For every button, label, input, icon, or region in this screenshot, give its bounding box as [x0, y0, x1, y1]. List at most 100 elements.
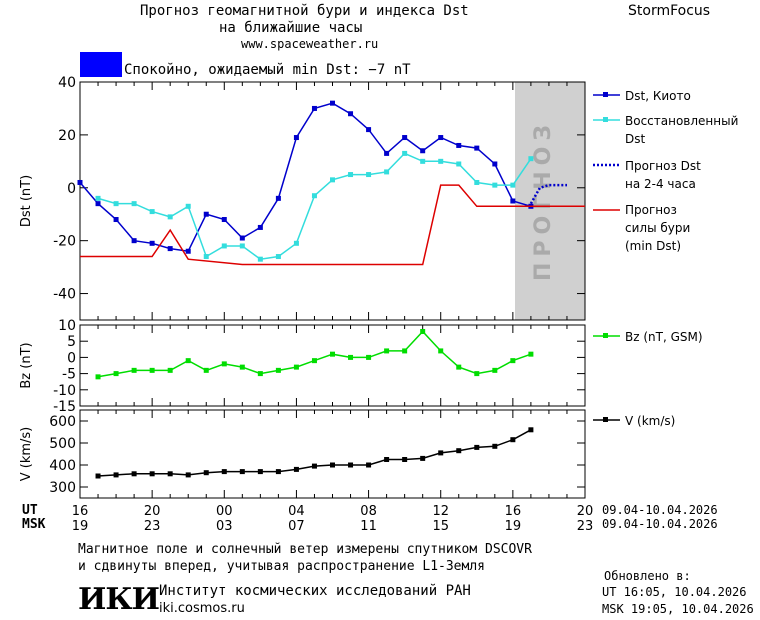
v-series-0-point — [510, 437, 516, 443]
bz-series-0-point — [492, 367, 498, 373]
dst-series-0-point — [474, 145, 480, 151]
msk-tick-label: 19 — [72, 519, 89, 534]
dst-series-0-point — [366, 127, 372, 133]
institute-site-link[interactable]: iki.cosmos.ru — [159, 601, 245, 616]
ut-tick-label: 12 — [432, 504, 449, 519]
msk-tick-label: 03 — [216, 519, 233, 534]
legend-storm-line2: силы бури — [625, 221, 690, 235]
bz-panel-frame — [79, 324, 586, 407]
v-series-0-point — [167, 471, 173, 477]
ut-tick-label: 20 — [144, 504, 161, 519]
dst-series-0-point — [420, 148, 426, 154]
dst-series-1-point — [239, 243, 245, 249]
dst-series-0-point — [293, 135, 299, 141]
v-series-0-point — [203, 470, 209, 476]
dst-series-2-line — [529, 183, 567, 205]
legend-restored-line2: Dst — [625, 132, 645, 146]
updated-ut: UT 16:05, 10.04.2026 — [602, 585, 747, 599]
msk-tick-label: 23 — [144, 519, 161, 534]
bz-series-0-point — [528, 351, 534, 357]
status-text: Спокойно, ожидаемый min Dst: −7 nT — [124, 62, 411, 78]
ut-tick-label: 16 — [72, 504, 89, 519]
v-series-0-point — [311, 463, 317, 469]
ut-tick-label: 04 — [288, 504, 305, 519]
dst-series-1-point — [492, 182, 498, 188]
msk-tick-label: 19 — [505, 519, 522, 534]
dst-series-0-point — [131, 238, 137, 244]
dst-series-0-point — [95, 201, 101, 207]
dst-series-1-point — [474, 179, 480, 185]
dst-series-1-point — [348, 172, 354, 178]
v-series-0-point — [330, 462, 335, 468]
bz-series-0-point — [239, 364, 245, 370]
dst-series-0-point — [113, 217, 119, 223]
dst-y-tick-label: -20 — [53, 234, 76, 250]
ut-tick-label: 16 — [505, 504, 522, 519]
bz-series-0-point — [275, 367, 281, 373]
bz-series-0-point — [257, 371, 263, 377]
bz-series-0-point — [185, 358, 191, 364]
msk-axis-label: MSK — [22, 517, 46, 532]
bz-y-tick-label: -10 — [53, 383, 76, 399]
dst-series-0-point — [384, 150, 390, 156]
site-link[interactable]: www.spaceweather.ru — [241, 37, 379, 51]
msk-date-range: 09.04-10.04.2026 — [602, 517, 718, 531]
bz-series-0-point — [167, 367, 173, 373]
msk-tick-label: 15 — [432, 519, 449, 534]
legend-v-marker — [603, 417, 608, 422]
dst-series-0-line — [79, 102, 532, 253]
bz-series-0-point — [113, 371, 119, 377]
legend-storm-line3: (min Dst) — [625, 239, 681, 253]
v-series-0-point — [456, 448, 462, 454]
status-swatch — [80, 52, 122, 77]
dst-y-axis-title: Dst (nT) — [19, 175, 34, 227]
bz-series-0-point — [402, 348, 408, 354]
bz-series-0-point — [366, 354, 372, 360]
bz-series-0-point — [203, 367, 209, 373]
v-series-0-line — [97, 429, 532, 477]
dst-series-1-point — [366, 172, 372, 178]
dst-series-0-point — [221, 217, 227, 223]
ut-tick-label: 00 — [216, 504, 233, 519]
ut-tick-label: 08 — [360, 504, 377, 519]
dst-series-0-point — [167, 246, 173, 252]
bz-series-0-point — [293, 364, 299, 370]
dst-series-0-point — [239, 235, 245, 241]
dst-y-tick-label: 20 — [58, 128, 76, 144]
dst-series-1-point — [384, 169, 390, 175]
v-series-0-point — [384, 457, 390, 462]
bz-series-0-point — [456, 364, 462, 370]
updated-label: Обновлено в: — [604, 569, 691, 583]
legend-v: V (km/s) — [625, 414, 675, 428]
dst-series-0-point — [510, 198, 516, 204]
dst-series-0-point — [185, 248, 191, 254]
bz-series-0-point — [221, 361, 227, 367]
dst-series-1-point — [221, 243, 227, 249]
v-series-0-point — [275, 469, 281, 475]
legend-bz-marker — [603, 333, 608, 338]
legend-storm-line1: Прогноз — [625, 203, 677, 217]
dst-series-1-point — [293, 240, 299, 246]
v-series-0-point — [293, 466, 299, 472]
dst-series-1-point — [113, 201, 119, 207]
bz-y-tick-label: 5 — [67, 334, 76, 350]
ut-tick-label: 20 — [577, 504, 594, 519]
v-series-0-point — [239, 469, 245, 475]
legend-restored-line1: Восстановленный — [625, 114, 738, 128]
dst-series-1-point — [456, 161, 462, 167]
v-series-0-point — [492, 443, 498, 449]
msk-tick-label: 07 — [288, 519, 305, 534]
dst-series-1-point — [95, 195, 101, 201]
dst-series-1-point — [510, 182, 516, 188]
v-series-0-point — [366, 462, 372, 468]
dst-series-0-point — [311, 105, 317, 111]
v-y-axis-title: V (km/s) — [19, 427, 34, 482]
bz-y-tick-label: 0 — [67, 350, 76, 366]
dst-series-0-point — [275, 195, 281, 201]
dst-series-0-point — [149, 240, 155, 246]
v-series-0-point — [185, 472, 191, 478]
msk-tick-label: 23 — [577, 519, 594, 534]
bz-series-0-point — [330, 351, 335, 357]
v-series-0-point — [348, 462, 354, 468]
